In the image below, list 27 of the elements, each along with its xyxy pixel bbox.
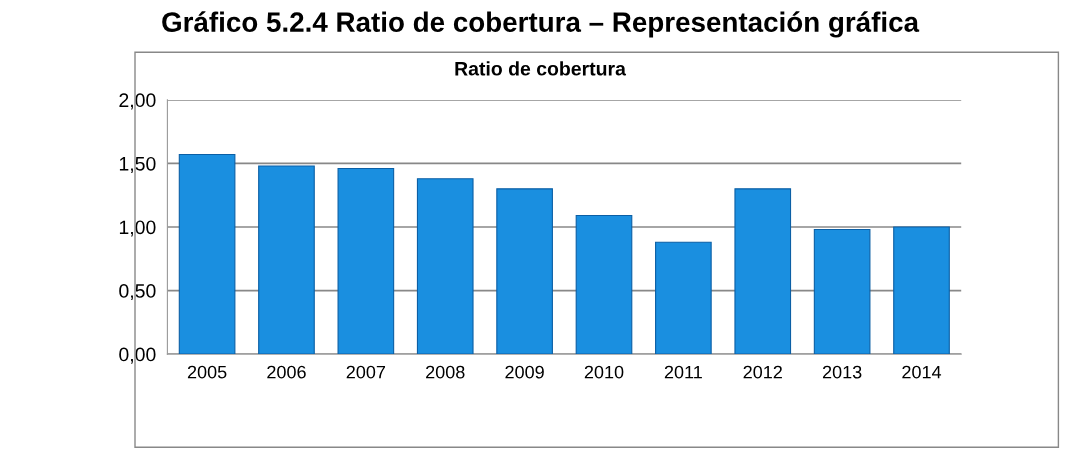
chart-subtitle: Ratio de cobertura [455,61,627,76]
x-tick-label: 2012 [743,365,782,379]
x-tick-label: 2013 [822,365,862,379]
bar [178,153,236,355]
x-tick-label: 2010 [584,365,624,379]
x-tick-label: 2008 [426,365,465,379]
x-tick-label: 2005 [187,365,227,379]
bar [575,215,633,355]
chart-title: Gráfico 5.2.4 Ratio de cobertura – Representación gráfica [162,11,920,38]
y-tick-label: 1,50 [119,156,156,173]
bar [734,188,792,355]
bar [496,188,553,355]
x-tick-label: 2007 [346,365,386,379]
y-tick-label: 1,00 [119,220,156,237]
bar [258,165,315,355]
y-tick-label: 0,50 [119,284,156,301]
bar [337,167,395,355]
x-tick-label: 2011 [664,365,702,379]
x-tick-label: 2014 [902,365,942,379]
bar [893,226,950,355]
bar [813,228,871,355]
bar [655,241,712,355]
x-tick-label: 2006 [267,365,306,379]
bar [416,178,474,355]
y-tick-label: 0,00 [119,347,156,364]
y-tick-label: 2,00 [119,93,156,110]
x-tick-label: 2009 [505,365,544,379]
